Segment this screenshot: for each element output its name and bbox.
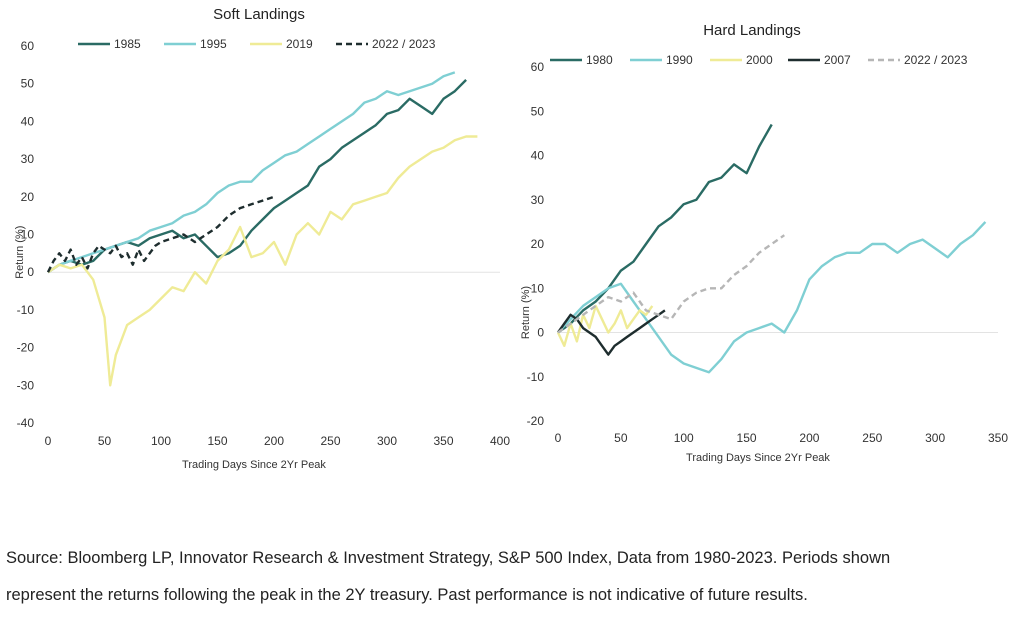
- y-tick-label: 50: [21, 77, 35, 91]
- x-tick-label: 200: [264, 434, 284, 448]
- legend-label: 1980: [586, 53, 613, 67]
- x-tick-label: 50: [614, 431, 628, 445]
- series-line-1995: [47, 71, 456, 274]
- series-line-2022-2023: [46, 195, 275, 273]
- chart-title: Hard Landings: [703, 22, 801, 39]
- legend-label: 2000: [746, 53, 773, 67]
- y-tick-label: -40: [17, 416, 35, 430]
- y-tick-label: 40: [21, 114, 35, 128]
- legend-label: 2007: [824, 53, 851, 67]
- y-tick-label: 0: [537, 326, 544, 340]
- x-tick-label: 300: [377, 434, 397, 448]
- legend-label: 2019: [286, 37, 313, 51]
- y-tick-label: 10: [21, 228, 35, 242]
- x-tick-label: 350: [988, 431, 1008, 445]
- x-axis-label: Trading Days Since 2Yr Peak: [686, 452, 830, 464]
- legend-label: 1985: [114, 37, 141, 51]
- source-line-2: represent the returns following the peak…: [6, 586, 808, 604]
- x-tick-label: 400: [490, 434, 510, 448]
- x-tick-label: 0: [555, 431, 562, 445]
- x-tick-label: 150: [737, 431, 757, 445]
- legend-label: 2022 / 2023: [372, 37, 436, 51]
- charts-canvas: Soft Landings -40 -30 -20 -10 0 10 20 30 40 50 60 0 5…: [14, 6, 1008, 471]
- x-tick-label: 350: [433, 434, 453, 448]
- y-tick-label: 40: [531, 149, 545, 163]
- legend-label: 2022 / 2023: [904, 53, 968, 67]
- y-tick-label: 60: [21, 39, 35, 53]
- x-tick-label: 150: [207, 434, 227, 448]
- y-tick-label: 20: [531, 237, 545, 251]
- y-tick-label: -20: [17, 341, 35, 355]
- y-tick-label: -10: [17, 303, 35, 317]
- y-axis-label: Return (%): [520, 286, 532, 339]
- source-note: Source: Bloomberg LP, Innovator Research…: [6, 540, 1026, 614]
- x-tick-label: 250: [862, 431, 882, 445]
- source-line-1: Source: Bloomberg LP, Innovator Research…: [6, 549, 891, 567]
- y-tick-label: 20: [21, 190, 35, 204]
- x-tick-label: 250: [320, 434, 340, 448]
- y-tick-label: -10: [527, 370, 545, 384]
- y-tick-label: 10: [531, 281, 545, 295]
- legend-label: 1990: [666, 53, 693, 67]
- y-tick-label: 30: [531, 193, 545, 207]
- series-line-1990: [557, 221, 987, 374]
- chart-0: Soft Landings -40 -30 -20 -10 0 10 20 30 40 50 60 0 5…: [14, 6, 510, 471]
- series-line-2022-2023: [557, 234, 785, 334]
- x-tick-label: 300: [925, 431, 945, 445]
- chart-title: Soft Landings: [213, 6, 305, 23]
- y-tick-label: 30: [21, 152, 35, 166]
- chart-1: Hard Landings -20 -10 0 10 20 30 40 50 60 0 50 100 15…: [520, 22, 1008, 464]
- x-tick-label: 0: [45, 434, 52, 448]
- y-tick-label: 0: [27, 265, 34, 279]
- y-tick-label: -30: [17, 378, 35, 392]
- y-tick-label: -20: [527, 414, 545, 428]
- y-axis-label: Return (%): [14, 226, 26, 279]
- x-axis-label: Trading Days Since 2Yr Peak: [182, 459, 326, 471]
- x-tick-label: 50: [98, 434, 112, 448]
- y-tick-label: 60: [531, 60, 545, 74]
- series-line-1980: [557, 123, 773, 334]
- x-tick-label: 200: [799, 431, 819, 445]
- x-tick-label: 100: [674, 431, 694, 445]
- x-tick-label: 100: [151, 434, 171, 448]
- y-tick-label: 50: [531, 104, 545, 118]
- series-line-2000: [556, 304, 654, 347]
- series-line-2019: [47, 135, 478, 387]
- legend-label: 1995: [200, 37, 227, 51]
